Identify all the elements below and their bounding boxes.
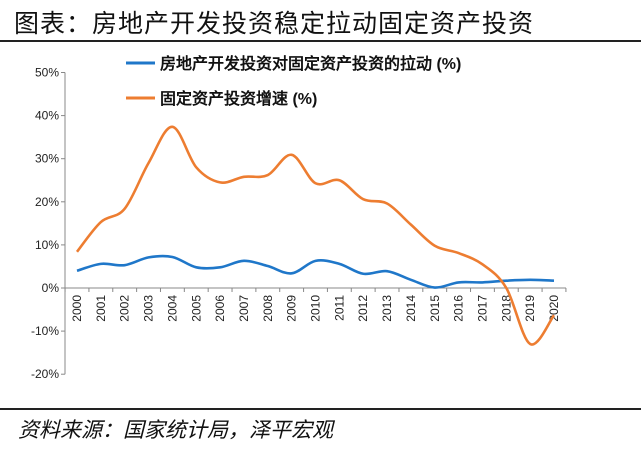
x-tick-label: 2009 — [285, 295, 299, 322]
series-line-2 — [75, 125, 556, 346]
x-tick-label: 2005 — [189, 295, 203, 322]
x-tick-label: 2017 — [475, 295, 489, 322]
y-tick-label: 10% — [35, 238, 59, 252]
figure-title: 图表：房地产开发投资稳定拉动固定资产投资 — [14, 9, 535, 38]
x-tick-label: 2004 — [165, 295, 179, 322]
legend-label-1: 房地产开发投资对固定资产投资的拉动 (%) — [160, 54, 461, 73]
x-tick-label: 2020 — [547, 295, 561, 322]
source-note: 资料来源：国家统计局，泽平宏观 — [18, 418, 333, 442]
legend-label-2: 固定资产投资增速 (%) — [160, 89, 317, 108]
x-tick-label: 2014 — [404, 295, 418, 322]
x-tick-label: 2018 — [499, 295, 513, 322]
x-tick-label: 2010 — [309, 295, 323, 322]
x-tick-label: 2001 — [94, 295, 108, 322]
source-divider — [0, 408, 641, 410]
x-tick-label: 2003 — [142, 295, 156, 322]
y-tick-label: -10% — [31, 324, 59, 338]
y-tick-label: 20% — [35, 195, 59, 209]
y-tick-label: 40% — [35, 109, 59, 123]
y-tick-label: -20% — [31, 367, 59, 381]
x-tick-label: 2002 — [118, 295, 132, 322]
x-tick-label: 2006 — [213, 295, 227, 322]
x-tick-label: 2007 — [237, 295, 251, 322]
y-tick-label: 50% — [35, 66, 59, 80]
x-tick-label: 2016 — [452, 295, 466, 322]
x-tick-label: 2011 — [332, 295, 346, 321]
x-tick-label: 2000 — [70, 295, 84, 322]
x-tick-label: 2008 — [261, 295, 275, 322]
x-tick-label: 2019 — [523, 295, 537, 322]
x-tick-label: 2013 — [380, 295, 394, 322]
title-divider — [0, 40, 641, 42]
y-tick-label: 30% — [35, 152, 59, 166]
x-tick-label: 2012 — [356, 295, 370, 322]
series-line-1 — [76, 254, 555, 289]
y-tick-label: 0% — [42, 281, 60, 295]
x-tick-label: 2015 — [428, 295, 442, 322]
